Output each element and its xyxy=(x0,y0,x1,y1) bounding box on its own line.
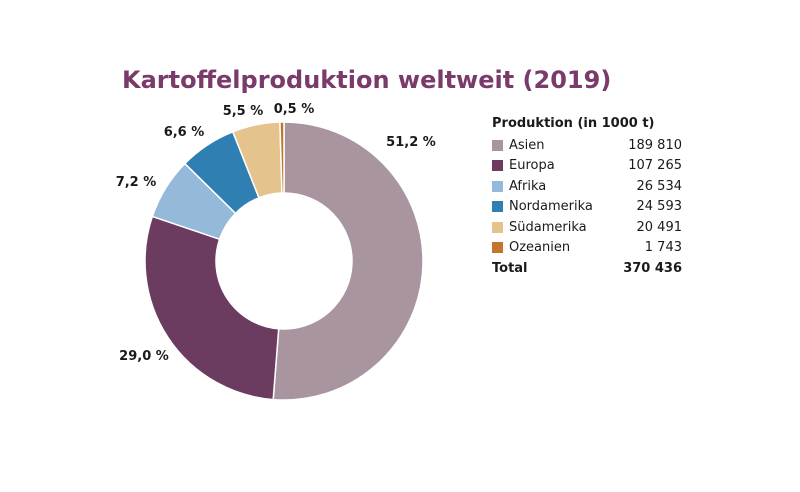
legend-value: 24 593 xyxy=(636,199,683,215)
percent-label-afrika: 7,2 % xyxy=(116,175,157,190)
legend: Produktion (in 1000 t) Asien 189 810 Europ… xyxy=(492,116,682,279)
percent-label-nordamerika: 6,6 % xyxy=(164,125,205,140)
legend-item-südamerika: Südamerika 20 491 xyxy=(492,217,682,238)
legend-value: 20 491 xyxy=(636,219,683,235)
slice-europa xyxy=(144,215,280,401)
legend-swatch xyxy=(492,139,503,151)
legend-label: Südamerika xyxy=(509,219,587,235)
legend-swatch xyxy=(492,242,503,254)
legend-label: Europa xyxy=(509,158,555,174)
percent-label-südamerika: 5,5 % xyxy=(223,104,264,119)
legend-swatch xyxy=(492,180,503,192)
legend-item-ozeanien: Ozeanien 1 743 xyxy=(492,238,682,259)
percent-label-europa: 29,0 % xyxy=(119,349,169,364)
legend-item-asien: Asien 189 810 xyxy=(492,135,682,156)
percent-label-asien: 51,2 % xyxy=(386,135,436,150)
legend-label: Asien xyxy=(509,137,545,153)
legend-swatch xyxy=(492,160,503,172)
legend-swatch xyxy=(492,201,503,213)
legend-item-europa: Europa 107 265 xyxy=(492,156,682,177)
legend-item-nordamerika: Nordamerika 24 593 xyxy=(492,197,682,218)
slice-ozeanien xyxy=(279,121,285,194)
percent-label-ozeanien: 0,5 % xyxy=(274,102,315,117)
legend-total-row: Total 370 436 xyxy=(492,258,682,279)
slice-asien xyxy=(272,121,424,401)
legend-value: 1 743 xyxy=(644,240,682,256)
legend-swatch xyxy=(492,221,503,233)
legend-total-value: 370 436 xyxy=(623,260,682,276)
legend-value: 26 534 xyxy=(636,178,683,194)
legend-value: 107 265 xyxy=(628,158,682,174)
chart-title: Kartoffelproduktion weltweit (2019) xyxy=(122,66,612,94)
legend-label: Ozeanien xyxy=(509,240,571,256)
legend-value: 189 810 xyxy=(628,137,682,153)
legend-total-label: Total xyxy=(492,260,528,276)
legend-label: Nordamerika xyxy=(509,199,593,215)
legend-title: Produktion (in 1000 t) xyxy=(492,116,655,131)
legend-item-afrika: Afrika 26 534 xyxy=(492,176,682,197)
legend-label: Afrika xyxy=(509,178,547,194)
